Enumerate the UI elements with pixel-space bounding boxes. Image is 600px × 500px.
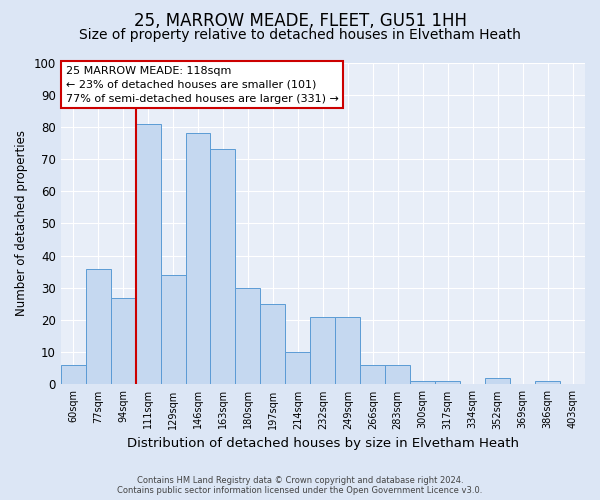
Bar	[235, 288, 260, 384]
Bar	[86, 268, 110, 384]
X-axis label: Distribution of detached houses by size in Elvetham Heath: Distribution of detached houses by size …	[127, 437, 519, 450]
Text: Contains HM Land Registry data © Crown copyright and database right 2024.
Contai: Contains HM Land Registry data © Crown c…	[118, 476, 482, 495]
Bar	[385, 365, 410, 384]
Bar	[286, 352, 310, 384]
Bar	[211, 150, 235, 384]
Bar	[110, 298, 136, 384]
Text: Size of property relative to detached houses in Elvetham Heath: Size of property relative to detached ho…	[79, 28, 521, 42]
Bar	[435, 381, 460, 384]
Bar	[260, 304, 286, 384]
Text: 25, MARROW MEADE, FLEET, GU51 1HH: 25, MARROW MEADE, FLEET, GU51 1HH	[133, 12, 467, 30]
Bar	[485, 378, 510, 384]
Bar	[410, 381, 435, 384]
Bar	[185, 134, 211, 384]
Y-axis label: Number of detached properties: Number of detached properties	[15, 130, 28, 316]
Bar	[335, 317, 360, 384]
Bar	[136, 124, 161, 384]
Bar	[535, 381, 560, 384]
Bar	[161, 275, 185, 384]
Bar	[310, 317, 335, 384]
Text: 25 MARROW MEADE: 118sqm
← 23% of detached houses are smaller (101)
77% of semi-d: 25 MARROW MEADE: 118sqm ← 23% of detache…	[66, 66, 339, 104]
Bar	[360, 365, 385, 384]
Bar	[61, 365, 86, 384]
